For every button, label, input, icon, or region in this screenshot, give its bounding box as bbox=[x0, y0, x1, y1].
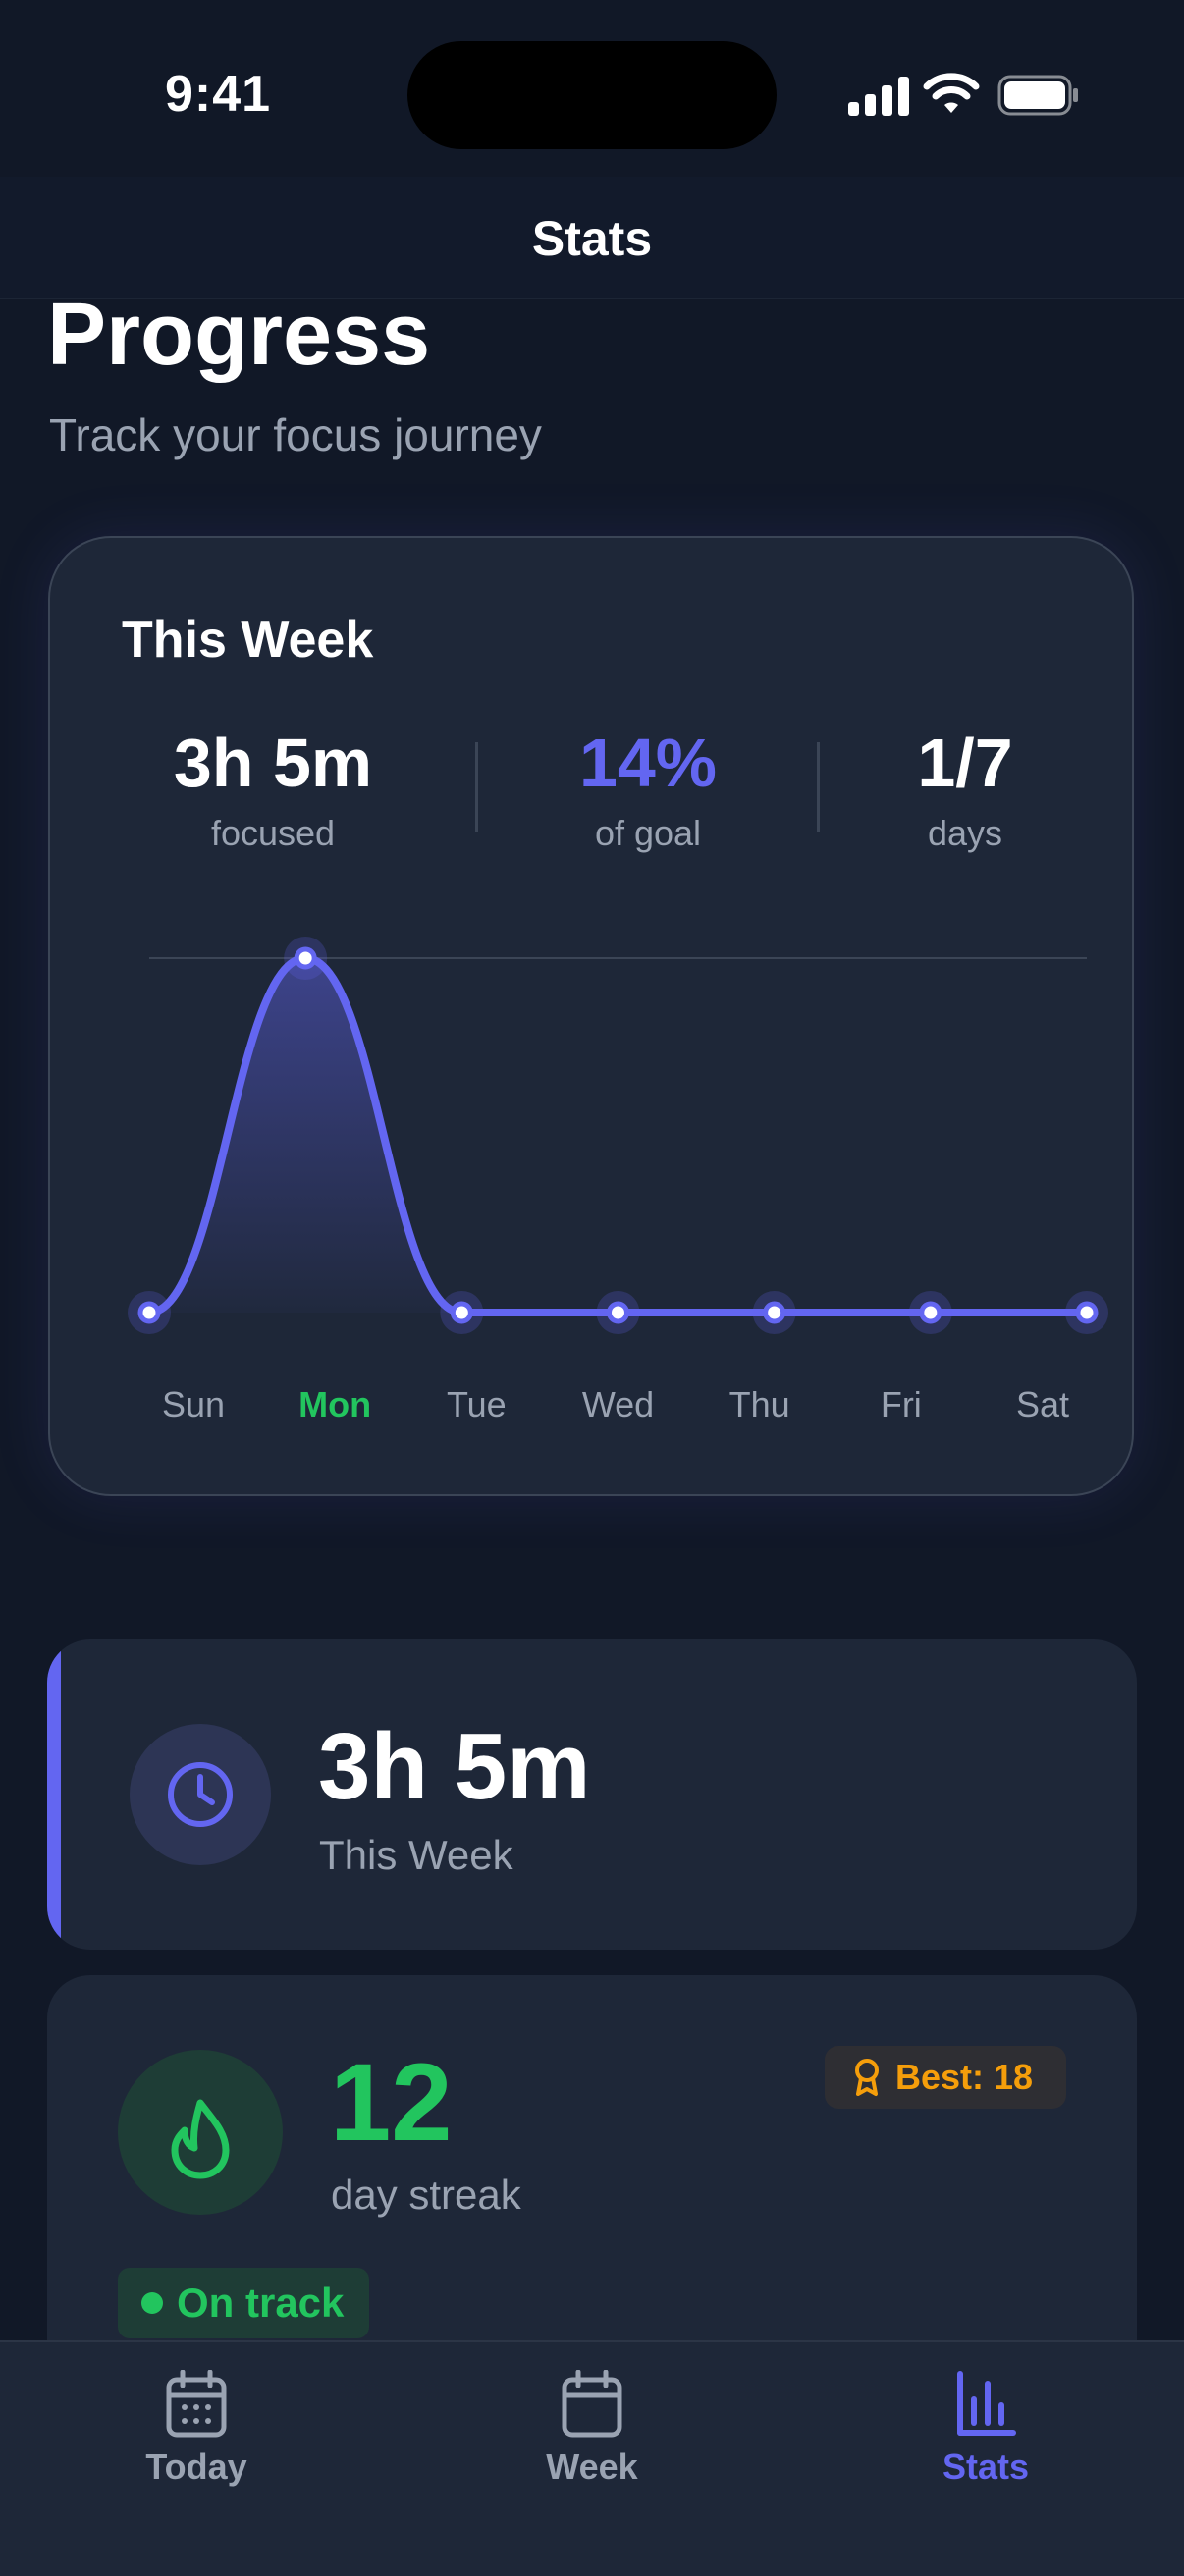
chart-day-label-wed: Wed bbox=[581, 1384, 655, 1424]
stat-days: 1/7 days bbox=[818, 728, 1112, 854]
chart-day-label-fri: Fri bbox=[880, 1384, 922, 1424]
stat-goal: 14% of goal bbox=[501, 728, 795, 854]
status-badge: On track bbox=[118, 2268, 369, 2338]
weekly-focus-chart bbox=[128, 937, 1108, 1334]
bar-chart-icon bbox=[957, 2371, 1016, 2436]
card-title: This Week bbox=[122, 612, 374, 669]
clock-icon-badge bbox=[130, 1724, 271, 1865]
status-dot bbox=[141, 2292, 163, 2314]
navigation-bar bbox=[0, 177, 1184, 299]
stat-value: 1/7 bbox=[917, 724, 1013, 801]
calendar-icon bbox=[562, 2370, 622, 2438]
flame-icon-badge bbox=[118, 2050, 283, 2215]
total-focus-value: 3h 5m bbox=[318, 1714, 591, 1819]
flame-icon bbox=[171, 2099, 230, 2179]
nav-title: Stats bbox=[531, 211, 653, 266]
tab-stats[interactable]: Stats bbox=[888, 2370, 1084, 2488]
tab-label: Today bbox=[145, 2446, 247, 2487]
chart-point-thu bbox=[752, 1291, 796, 1334]
chart-point-sun bbox=[128, 1291, 171, 1334]
tab-label: Stats bbox=[942, 2446, 1030, 2487]
chart-area-fill bbox=[149, 958, 1087, 1313]
stat-divider bbox=[817, 742, 820, 832]
page-title: Progress bbox=[47, 286, 431, 384]
streak-value: 12 bbox=[330, 2041, 453, 2164]
chart-day-label-tue: Tue bbox=[446, 1384, 507, 1424]
weekly-summary-card bbox=[48, 536, 1134, 1496]
award-icon bbox=[855, 2059, 879, 2096]
stat-value: 3h 5m bbox=[173, 724, 373, 801]
card-accent-bar bbox=[47, 1639, 61, 1950]
chart-point-mon bbox=[284, 937, 328, 980]
battery-icon bbox=[997, 75, 1078, 116]
clock-icon bbox=[168, 1762, 233, 1827]
stat-label: of goal bbox=[594, 813, 702, 853]
stat-value: 14% bbox=[578, 724, 718, 801]
best-streak-badge: Best: 18 bbox=[825, 2046, 1066, 2109]
chart-series-line bbox=[145, 953, 1091, 1317]
status-label: On track bbox=[177, 2280, 345, 2326]
chart-point-wed bbox=[596, 1291, 640, 1334]
chart-day-label-sun: Sun bbox=[161, 1384, 226, 1424]
chart-day-label-thu: Thu bbox=[728, 1384, 790, 1424]
page-subtitle: Track your focus journey bbox=[49, 409, 542, 460]
chart-point-fri bbox=[908, 1291, 952, 1334]
cellular-signal-icon bbox=[848, 77, 909, 116]
total-focus-label: This Week bbox=[319, 1832, 513, 1878]
stat-label: days bbox=[927, 813, 1003, 853]
dynamic-island bbox=[407, 41, 777, 149]
calendar-grid-icon bbox=[166, 2370, 227, 2438]
chart-day-label-sat: Sat bbox=[1015, 1384, 1070, 1424]
chart-point-sat bbox=[1065, 1291, 1108, 1334]
streak-label: day streak bbox=[331, 2172, 521, 2218]
tab-today[interactable]: Today bbox=[98, 2370, 295, 2488]
best-streak-label: Best: 18 bbox=[895, 2057, 1034, 2097]
tab-label: Week bbox=[546, 2446, 638, 2487]
chart-point-tue bbox=[440, 1291, 484, 1334]
tab-week[interactable]: Week bbox=[494, 2370, 690, 2488]
wifi-icon bbox=[923, 73, 980, 113]
stat-divider bbox=[475, 742, 478, 832]
status-time: 9:41 bbox=[165, 66, 272, 123]
stat-focused: 3h 5m focused bbox=[126, 728, 420, 854]
stat-label: focused bbox=[210, 813, 336, 853]
chart-day-label-mon: Mon bbox=[298, 1384, 372, 1424]
